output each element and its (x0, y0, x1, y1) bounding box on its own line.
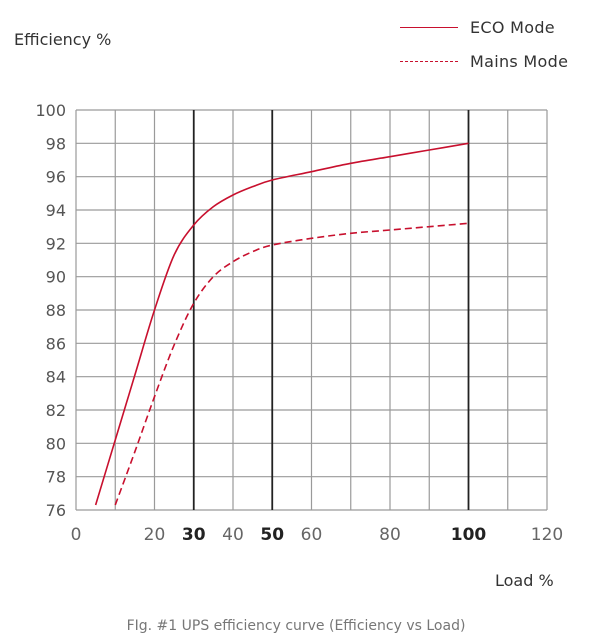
x-tick-label: 120 (531, 525, 563, 545)
legend: ECO Mode Mains Mode (400, 10, 568, 78)
y-tick-label: 88 (46, 301, 66, 320)
x-tick-label: 20 (144, 525, 166, 545)
x-tick-label: 100 (451, 525, 487, 545)
x-tick-label: 30 (182, 525, 206, 545)
x-tick-label: 0 (71, 525, 82, 545)
legend-solid-line (400, 26, 458, 28)
x-axis-label: Load % (495, 571, 554, 590)
y-tick-label: 76 (46, 501, 66, 520)
y-tick-label: 96 (46, 168, 66, 187)
series-line-mains-mode (114, 222, 469, 506)
x-tick-label: 40 (222, 525, 244, 545)
y-tick-label: 80 (46, 434, 66, 453)
legend-dashed-line (400, 60, 458, 62)
y-tick-label: 90 (46, 268, 66, 287)
y-tick-label: 78 (46, 468, 66, 487)
y-tick-label: 94 (46, 201, 66, 220)
legend-label-eco-mode: ECO Mode (470, 17, 555, 37)
x-tick-label: 60 (301, 525, 323, 545)
legend-item-eco-mode: ECO Mode (400, 10, 568, 44)
series-line-eco-mode (94, 142, 469, 506)
y-tick-label: 100 (35, 101, 66, 120)
y-axis-label: Efficiency % (14, 30, 112, 49)
y-tick-label: 82 (46, 401, 66, 420)
y-tick-label: 84 (46, 368, 66, 387)
y-tick-label: 92 (46, 234, 66, 253)
legend-label-mains-mode: Mains Mode (470, 51, 569, 71)
x-tick-label: 80 (379, 525, 401, 545)
y-tick-label: 86 (46, 334, 66, 353)
legend-item-mains-mode: Mains Mode (400, 44, 568, 78)
x-tick-label: 50 (260, 525, 284, 545)
figure-caption: FIg. #1 UPS efficiency curve (Efficiency… (126, 618, 466, 634)
y-tick-label: 98 (46, 134, 66, 153)
